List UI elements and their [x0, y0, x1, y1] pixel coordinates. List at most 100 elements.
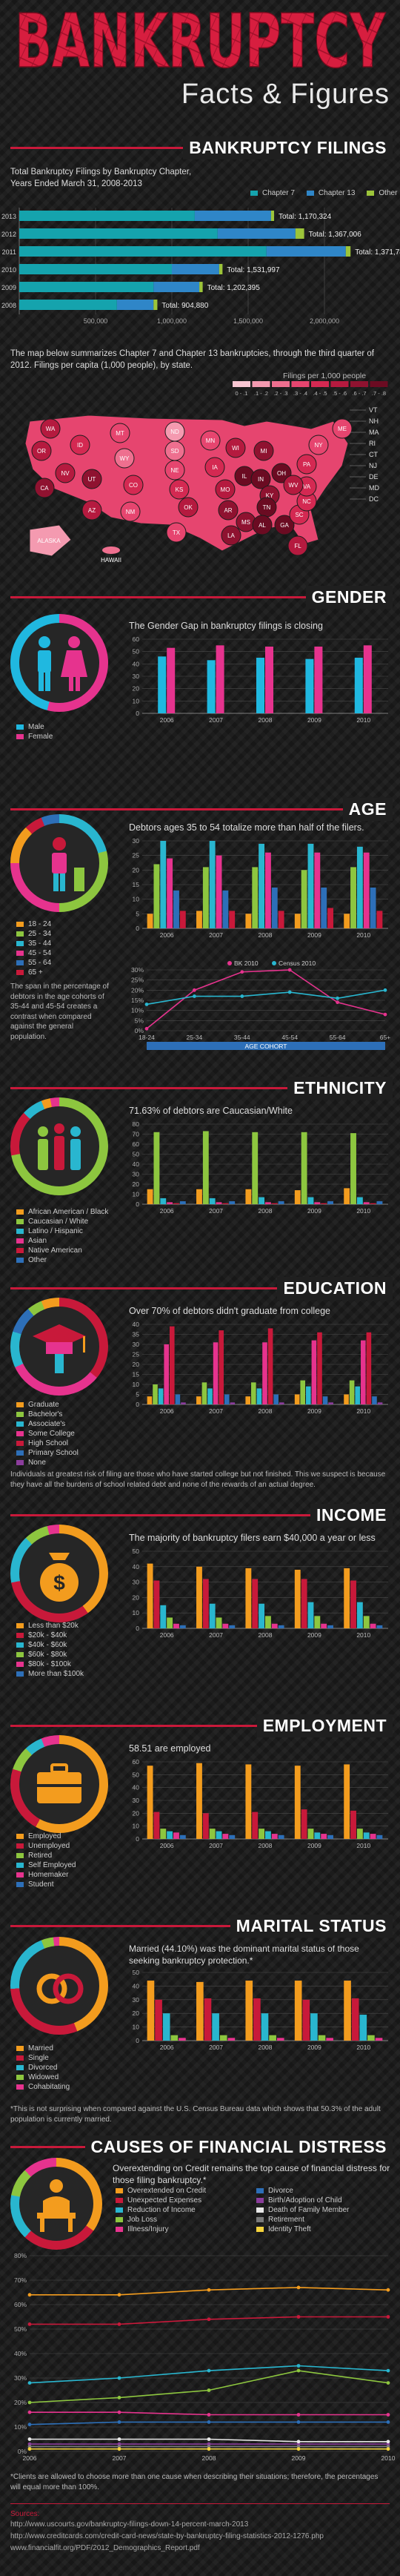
bar — [314, 647, 323, 713]
bar — [294, 1981, 302, 2041]
map-legend-label: 0 - .1 — [235, 390, 247, 397]
bar — [179, 1834, 186, 1839]
x-tick-label: 55-64 — [330, 1034, 346, 1041]
employment-legend: Employed Unemployed Retired Self Employe… — [16, 1832, 76, 1889]
bar — [307, 1602, 314, 1628]
bar — [160, 1605, 167, 1628]
map-legend-label: .1 - .2 — [254, 390, 268, 397]
bar — [245, 1764, 252, 1839]
bar — [370, 1623, 376, 1628]
y-tick-label: 40 — [133, 1321, 140, 1328]
y-tick-label: 5 — [136, 910, 139, 917]
y-tick-label: 50% — [14, 2325, 27, 2333]
bar — [19, 211, 195, 221]
x-tick-label: 2009 — [307, 1842, 321, 1849]
bar — [259, 843, 264, 928]
state-label: RI — [369, 440, 376, 447]
legend-label: BK 2010 — [234, 960, 259, 967]
map-legend-swatch — [350, 381, 368, 387]
data-point — [336, 1000, 339, 1005]
x-tick-label: 1,500,000 — [233, 317, 263, 325]
x-tick-label: 2008 — [259, 1407, 273, 1415]
x-axis-band — [147, 1042, 385, 1050]
x-tick-label: 2007 — [209, 2044, 223, 2051]
bar — [262, 1342, 267, 1404]
section-title-employment: EMPLOYMENT — [256, 1714, 393, 1737]
y-tick-label: 20% — [131, 986, 144, 994]
data-point — [27, 2381, 32, 2385]
y-tick-label: 2009 — [1, 284, 16, 291]
x-tick-label: 2008 — [259, 716, 273, 724]
y-tick-label: 30 — [133, 1579, 140, 1586]
bar — [245, 914, 252, 928]
data-point — [386, 2413, 390, 2417]
bar — [276, 2038, 284, 2041]
state-label: KY — [266, 492, 274, 499]
map-legend-label: .4 - .5 — [313, 390, 327, 397]
distress-legend-left: Overextended on Credit Unexpected Expens… — [116, 2186, 206, 2234]
state-label: LA — [227, 532, 235, 539]
y-tick-label: 10 — [133, 896, 140, 903]
data-point — [296, 2285, 301, 2290]
legend-label: Census 2010 — [279, 960, 316, 967]
y-tick-label: 30 — [133, 1171, 140, 1178]
bar — [278, 911, 284, 928]
bar — [147, 1189, 153, 1204]
sources-label: Sources: — [10, 2510, 40, 2518]
bar — [153, 282, 200, 292]
bar — [314, 1616, 321, 1628]
x-tick-label: 18-24 — [139, 1034, 155, 1041]
bar — [302, 1999, 310, 2041]
section-band-ethnicity: ETHNICITY — [0, 1077, 400, 1100]
map-caption: The map below summarizes Chapter 7 and C… — [10, 349, 374, 370]
bar — [219, 1330, 224, 1404]
bar — [356, 1602, 363, 1628]
bar — [265, 1202, 271, 1204]
y-tick-label: 30 — [133, 1341, 140, 1348]
y-tick-label: 50 — [133, 1151, 140, 1158]
bar — [196, 1189, 202, 1204]
bar — [216, 855, 222, 928]
distress-legend-right: Divorce Birth/Adoption of Child Death of… — [256, 2186, 349, 2234]
data-point — [117, 2442, 121, 2446]
state-label: NY — [314, 442, 323, 449]
bar — [207, 1388, 213, 1404]
data-point — [296, 2368, 301, 2373]
bar — [295, 228, 304, 239]
source-link[interactable]: www.financialfit.org/PDF/2012_Demographi… — [10, 2544, 200, 2552]
x-tick-label: 35-44 — [234, 1034, 250, 1041]
y-tick-label: 80% — [14, 2252, 27, 2259]
bar — [252, 1132, 259, 1204]
bar — [224, 1394, 230, 1404]
bar — [153, 864, 160, 928]
bar — [350, 1810, 356, 1839]
bar — [294, 1190, 301, 1204]
education-chart: 0 5 10 15 20 25 30 35 40 2006 2007 2008 2009 2010 — [133, 1321, 388, 1415]
state-label: FL — [294, 543, 301, 549]
ethnicity-chart: 0 10 20 30 40 50 60 70 80 2006 2007 2008 2009 2010 — [133, 1120, 388, 1215]
section-title-distress: CAUSES OF FINANCIAL DISTRESS — [84, 2136, 393, 2159]
bar — [265, 1831, 271, 1839]
bar — [269, 2035, 276, 2041]
bar — [356, 846, 363, 928]
bar — [153, 1384, 158, 1404]
y-tick-label: 30 — [133, 673, 140, 680]
bar — [273, 1394, 279, 1404]
bar — [307, 1197, 314, 1204]
bar — [344, 914, 350, 928]
us-choropleth-map: WA OR CA NV ID MT WY UT AZ CO NM ND SD NE KS OK TX MN IA MO… — [24, 406, 379, 564]
bar — [19, 282, 154, 292]
x-tick-label: 2006 — [160, 1631, 174, 1639]
data-point — [240, 994, 244, 998]
state-region — [169, 479, 190, 500]
state-label: OR — [37, 448, 46, 455]
bar — [354, 658, 363, 713]
bar — [160, 1198, 167, 1204]
series-line — [146, 989, 386, 1005]
bar — [202, 1131, 209, 1204]
bar — [167, 647, 176, 713]
source-link[interactable]: http://www.uscourts.gov/bankruptcy-filin… — [10, 2520, 249, 2529]
y-tick-label: 0% — [135, 1027, 144, 1034]
source-link[interactable]: http://www.creditcards.com/credit-card-n… — [10, 2532, 324, 2540]
y-tick-label: 60% — [14, 2301, 27, 2308]
